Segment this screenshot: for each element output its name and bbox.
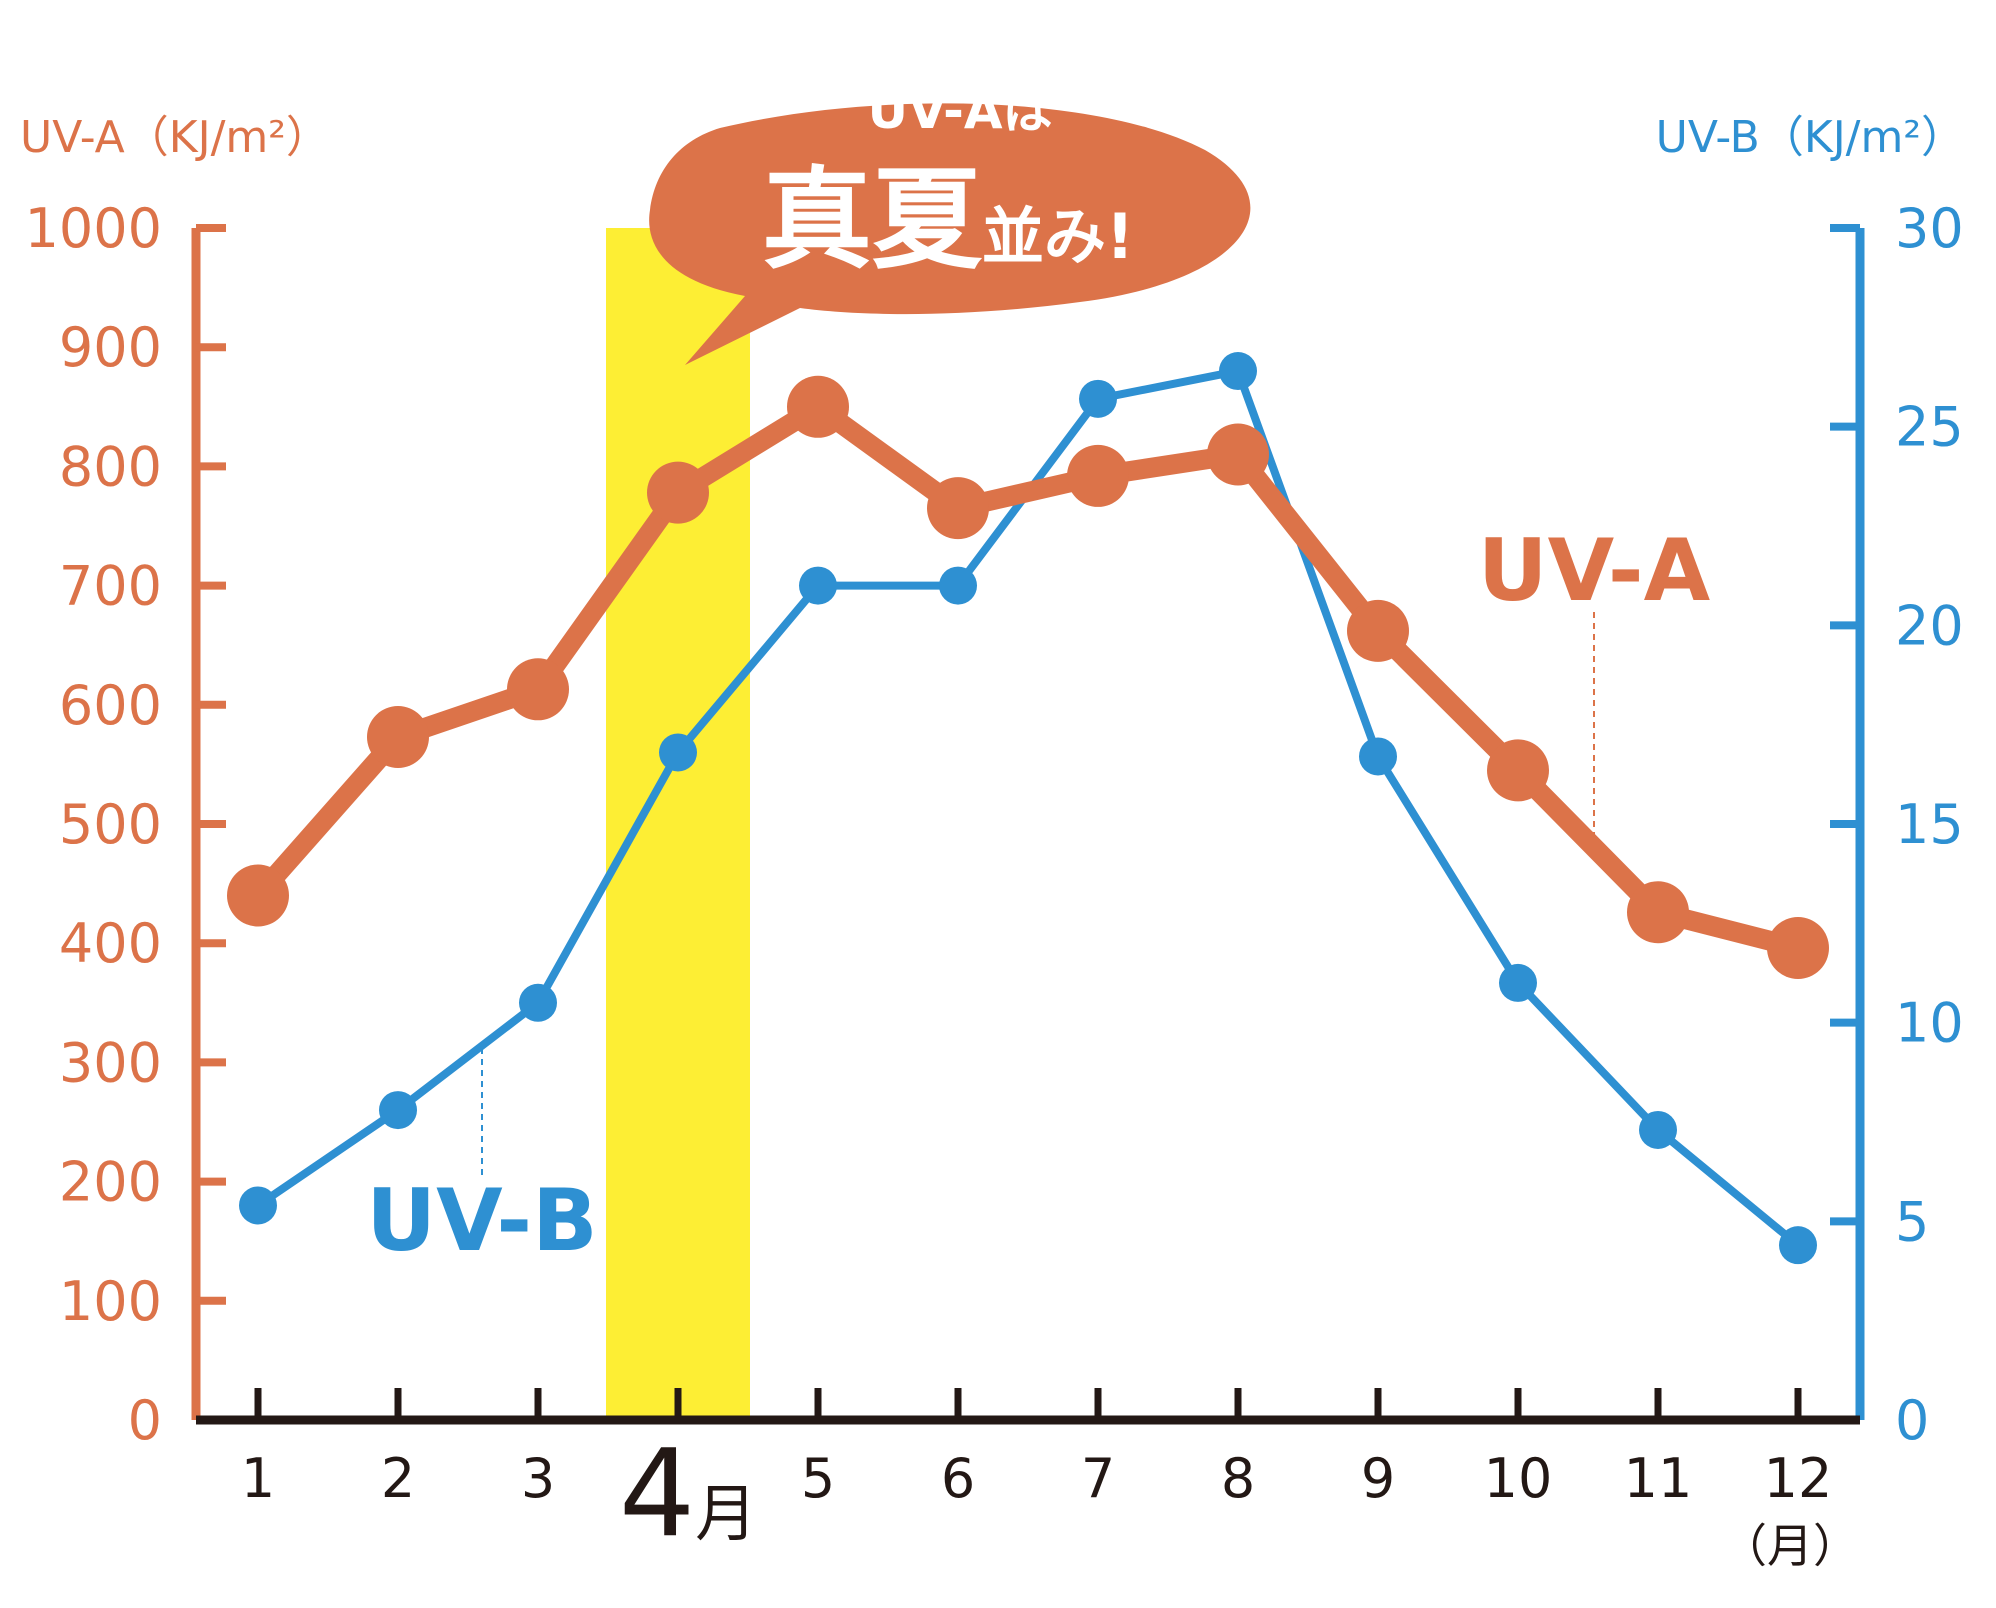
uv-b-point-11 (1639, 1110, 1677, 1149)
right-tick-label-20: 20 (1895, 594, 1964, 657)
series-labels: UV-A UV-B (366, 521, 1710, 1271)
left-axis-label: UV-A（KJ/m²） (20, 112, 330, 163)
right-tick-label-10: 10 (1895, 992, 1964, 1055)
x-tick-label-12: 12 (1764, 1447, 1833, 1510)
april-highlight-band (606, 228, 750, 1420)
uv-a-line (250, 396, 1801, 958)
right-tick-label-25: 25 (1895, 396, 1964, 459)
callout-big-main: 真夏 (762, 156, 983, 284)
uv-b-series-label: UV-B (366, 1171, 597, 1271)
uv-a-point-2 (367, 705, 429, 768)
right-tick-label-30: 30 (1895, 197, 1964, 260)
uv-a-point-10 (1487, 739, 1549, 802)
left-tick-label-700: 700 (59, 555, 162, 618)
callout-line1: UV-Aは (867, 82, 1052, 140)
uv-a-point-11 (1627, 881, 1689, 944)
left-tick-label-0: 0 (128, 1389, 162, 1452)
callout-shape (649, 103, 1251, 365)
x-tick-label-1: 1 (241, 1447, 275, 1510)
uv-a-point-7 (1067, 444, 1129, 507)
x-tick-label-11: 11 (1624, 1447, 1693, 1510)
uv-b-point-8 (1219, 352, 1257, 391)
left-axis: 0 100 200 300 400 500 600 700 800 900 1000 (25, 197, 226, 1452)
x-tick-label-2: 2 (381, 1447, 415, 1510)
x-tick-label-6: 6 (941, 1447, 975, 1510)
left-tick-label-800: 800 (59, 435, 162, 498)
uv-b-point-10 (1499, 963, 1537, 1002)
uv-a-point-12 (1767, 916, 1829, 979)
left-tick-label-100: 100 (59, 1270, 162, 1333)
callout-big-text: 真夏並み! (762, 156, 1134, 284)
x-tick-label-10: 10 (1484, 1447, 1553, 1510)
uv-b-point-5 (799, 566, 837, 605)
uv-b-point-4 (659, 733, 697, 772)
x-tick-labels: 1 2 3 4月 5 6 7 8 9 10 11 12 (241, 1425, 1833, 1564)
x-tick-label-5: 5 (801, 1447, 835, 1510)
right-axis-label: UV-B（KJ/m²） (1656, 112, 1965, 163)
right-tick-label-15: 15 (1895, 793, 1964, 856)
right-axis: 0 5 10 15 20 25 30 (1830, 197, 1964, 1452)
right-tick-label-5: 5 (1895, 1190, 1929, 1253)
uv-a-point-4 (647, 461, 709, 524)
series-uv-a (227, 375, 1829, 979)
x-tick-label-7: 7 (1081, 1447, 1115, 1510)
left-tick-label-500: 500 (59, 793, 162, 856)
uv-a-point-8 (1207, 423, 1269, 486)
uv-a-point-5 (787, 375, 849, 438)
x-tick-label-8: 8 (1221, 1447, 1255, 1510)
uv-a-point-6 (927, 477, 989, 540)
uv-b-point-9 (1359, 737, 1397, 776)
uv-b-point-12 (1779, 1226, 1817, 1265)
uv-a-point-3 (507, 658, 569, 721)
left-tick-label-200: 200 (59, 1151, 162, 1214)
x-axis-unit: （月） (1721, 1519, 1859, 1573)
x-tick-label-4-highlight: 4月 (619, 1425, 757, 1564)
callout-bubble: UV-Aは 真夏並み! (649, 82, 1251, 365)
left-tick-label-600: 600 (59, 674, 162, 737)
uv-b-point-6 (939, 566, 977, 605)
x-tick-label-3: 3 (521, 1447, 555, 1510)
uv-b-point-7 (1079, 379, 1117, 418)
uv-a-point-1 (227, 864, 289, 927)
x-axis (196, 1388, 1860, 1425)
uv-b-point-2 (379, 1091, 417, 1130)
left-tick-label-900: 900 (59, 316, 162, 379)
uv-a-series-label: UV-A (1478, 521, 1711, 621)
right-tick-label-0: 0 (1895, 1389, 1929, 1452)
uv-b-point-1 (239, 1186, 277, 1225)
left-tick-label-1000: 1000 (25, 197, 162, 260)
left-tick-label-300: 300 (59, 1031, 162, 1094)
uv-a-point-9 (1347, 599, 1409, 662)
uv-b-point-3 (519, 983, 557, 1022)
x-tick-label-9: 9 (1361, 1447, 1395, 1510)
left-tick-label-400: 400 (59, 912, 162, 975)
callout-big-small: 並み! (982, 200, 1134, 273)
